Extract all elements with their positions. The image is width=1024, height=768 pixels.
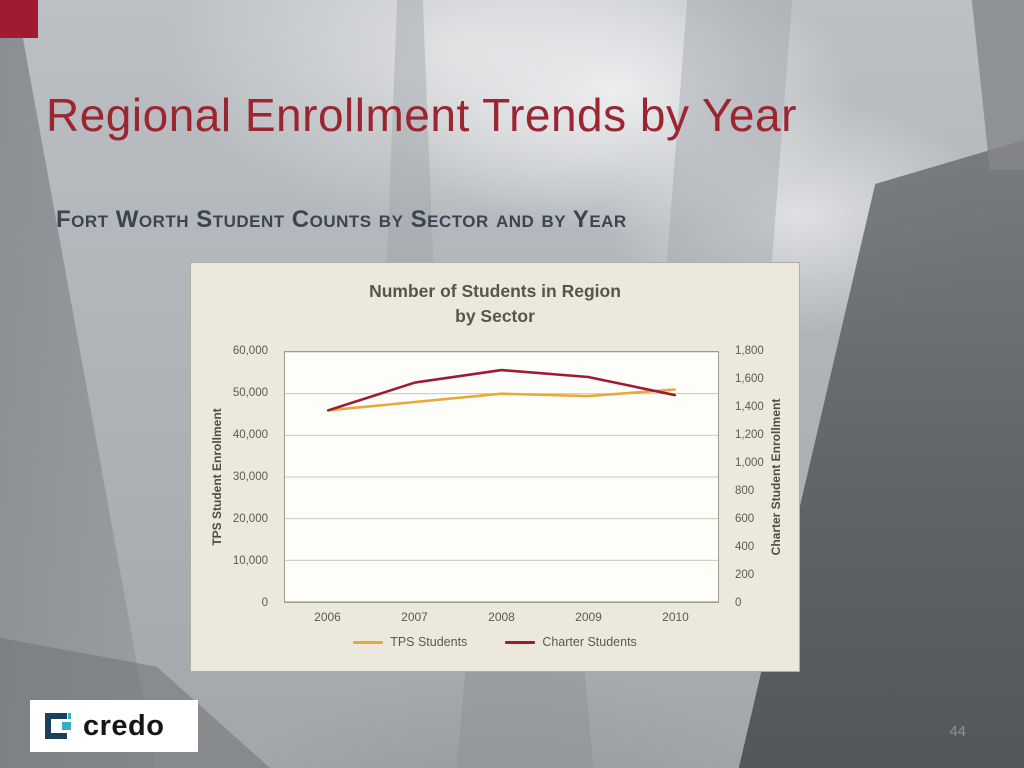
left-axis-tick: 50,000 [232, 387, 268, 399]
left-axis-tick: 0 [261, 597, 268, 609]
left-axis-ticks: 60,000 50,000 40,000 30,000 20,000 10,000 0 [191, 345, 276, 609]
slide-subtitle: Fort Worth Student Counts by Sector and … [56, 205, 627, 233]
left-axis-tick: 60,000 [232, 345, 268, 357]
x-axis-tick: 2006 [314, 610, 341, 624]
chart-legend: TPS Students Charter Students [191, 635, 799, 649]
plot-svg [285, 352, 718, 602]
right-axis-tick: 1,000 [735, 457, 764, 469]
credo-logo-text: credo [83, 709, 165, 742]
right-axis-tick: 600 [735, 513, 755, 525]
chart-title: Number of Students in Region by Sector [191, 279, 799, 330]
right-axis-tick: 400 [735, 541, 755, 553]
x-axis-tick: 2007 [401, 610, 428, 624]
left-axis-tick: 10,000 [232, 555, 268, 567]
x-axis-tick: 2008 [488, 610, 515, 624]
legend-item: Charter Students [505, 635, 637, 649]
left-axis-tick: 40,000 [232, 429, 268, 441]
chart-title-line1: Number of Students in Region [369, 281, 621, 301]
legend-label: TPS Students [390, 635, 468, 649]
accent-corner-square [0, 0, 38, 38]
x-axis-tick: 2009 [575, 610, 602, 624]
plot-area [284, 351, 719, 603]
slide-title: Regional Enrollment Trends by Year [46, 88, 797, 141]
legend-item: TPS Students [353, 635, 467, 649]
right-axis-tick: 1,200 [735, 429, 764, 441]
x-axis-ticks: 2006 2007 2008 2009 2010 [284, 610, 719, 628]
left-axis-tick: 20,000 [232, 513, 268, 525]
right-axis-tick: 1,400 [735, 401, 764, 413]
credo-logo: credo [30, 700, 198, 752]
chart-title-line2: by Sector [455, 306, 535, 327]
credo-logo-icon [45, 713, 71, 739]
right-axis-ticks: 1,800 1,600 1,400 1,200 1,000 800 600 400 200 0 [727, 345, 789, 609]
left-axis-tick: 30,000 [232, 471, 268, 483]
x-axis-tick: 2010 [662, 610, 689, 624]
chart-panel: Number of Students in Region by Sector T… [190, 262, 800, 672]
series-line-charter-students [327, 368, 676, 412]
page-number: 44 [949, 723, 966, 740]
right-axis-tick: 800 [735, 485, 755, 497]
right-axis-tick: 1,600 [735, 373, 764, 385]
legend-swatch [353, 640, 384, 644]
right-axis-tick: 0 [735, 597, 742, 609]
legend-swatch [505, 640, 536, 644]
right-axis-tick: 200 [735, 569, 755, 581]
legend-label: Charter Students [542, 635, 637, 649]
right-axis-tick: 1,800 [735, 345, 764, 357]
series-line-tps-students [327, 388, 676, 412]
